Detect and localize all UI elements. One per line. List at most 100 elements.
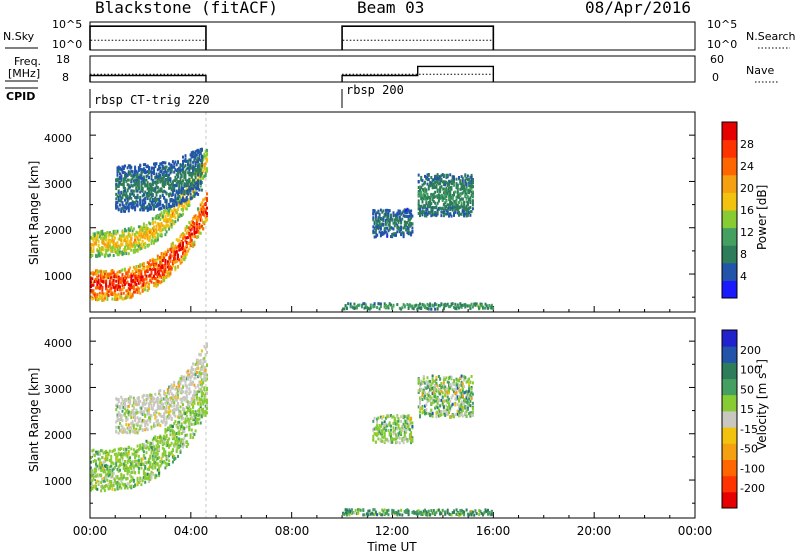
power-cell	[188, 188, 191, 192]
power-cell	[188, 226, 191, 230]
power-cell	[144, 184, 147, 188]
velocity-cell	[116, 487, 119, 491]
power-cell	[437, 199, 440, 203]
power-cell	[396, 223, 399, 227]
power-cell	[124, 250, 126, 254]
power-cell	[134, 290, 137, 294]
power-cell	[445, 212, 448, 216]
velocity-cell	[148, 402, 150, 406]
power-cell	[177, 265, 179, 269]
power-cell	[400, 212, 403, 216]
velocity-cell	[198, 413, 201, 417]
velocity-cell	[164, 450, 167, 454]
power-cell	[146, 187, 149, 191]
velocity-cell	[117, 447, 120, 451]
power-cell	[188, 200, 191, 204]
velocity-cell	[117, 400, 120, 404]
velocity-cell	[132, 415, 135, 419]
power-cell	[459, 192, 462, 196]
power-cell	[116, 241, 119, 244]
power-cell	[200, 218, 203, 222]
power-cell	[188, 180, 191, 184]
velocity-cell	[175, 432, 178, 435]
power-cell	[145, 192, 148, 196]
velocity-cell	[156, 407, 159, 411]
power-cell	[139, 167, 142, 171]
power-cell	[119, 194, 121, 198]
power-cell	[177, 168, 179, 172]
power-cell	[164, 276, 167, 280]
power-cell	[135, 288, 138, 292]
power-cell	[124, 187, 126, 190]
power-cell	[146, 226, 149, 230]
power-cell	[175, 173, 178, 177]
power-cell	[410, 304, 413, 308]
power-cell	[419, 205, 421, 208]
velocity-cell	[101, 486, 104, 490]
power-cell	[448, 186, 450, 190]
power-cell	[134, 165, 137, 169]
velocity-cell	[158, 392, 161, 396]
power-cell	[129, 228, 132, 232]
power-cell	[124, 245, 126, 249]
velocity-cell	[178, 420, 181, 424]
power-cell	[145, 233, 148, 237]
power-cell	[165, 217, 168, 221]
power-cell	[422, 188, 425, 192]
velocity-cell	[165, 456, 168, 460]
velocity-cell	[125, 464, 128, 468]
velocity-cell	[159, 389, 162, 392]
power-cell	[170, 250, 173, 254]
power-cell	[459, 205, 462, 209]
power-cell	[170, 165, 173, 169]
power-cell	[161, 278, 164, 282]
power-cell	[453, 211, 455, 215]
power-cell	[193, 235, 196, 239]
power-cell	[144, 227, 147, 231]
power-cell	[126, 292, 129, 296]
power-cell	[151, 188, 154, 192]
velocity-cell	[113, 452, 116, 456]
power-cell	[112, 234, 115, 238]
velocity-cell	[124, 412, 126, 416]
power-cell	[140, 226, 143, 230]
power-cell	[122, 277, 125, 281]
power-cell	[204, 172, 207, 176]
power-cell	[407, 304, 410, 308]
power-cell	[120, 190, 123, 194]
power-cell	[174, 244, 177, 248]
power-cell	[165, 230, 168, 234]
power-cell	[436, 176, 439, 180]
velocity-cell	[190, 422, 193, 426]
power-cell	[154, 269, 157, 273]
velocity-cell	[159, 440, 162, 444]
velocity-cell	[165, 415, 168, 419]
power-cell	[158, 275, 161, 279]
power-cell	[188, 190, 191, 194]
velocity-cell	[115, 476, 118, 480]
power-cell	[125, 202, 128, 206]
power-cell	[204, 162, 207, 166]
power-cell	[93, 295, 96, 299]
power-cell	[119, 277, 121, 281]
velocity-cell	[146, 428, 149, 432]
power-cell	[379, 305, 382, 308]
velocity-cell	[134, 402, 137, 406]
velocity-cell	[142, 393, 145, 397]
power-cell	[177, 171, 179, 175]
velocity-cell	[111, 484, 114, 488]
power-cell	[170, 266, 173, 270]
power-cell	[154, 281, 157, 285]
velocity-cell	[116, 467, 119, 471]
power-cell	[437, 188, 440, 192]
power-cell	[175, 260, 178, 263]
velocity-cell	[155, 462, 158, 466]
power-cell	[154, 216, 157, 220]
power-cell	[131, 206, 134, 210]
power-cell	[387, 229, 390, 233]
power-cell	[154, 175, 157, 179]
power-cell	[134, 238, 137, 242]
power-cell	[150, 192, 153, 196]
power-cell	[171, 193, 174, 197]
velocity-cell	[149, 473, 152, 477]
